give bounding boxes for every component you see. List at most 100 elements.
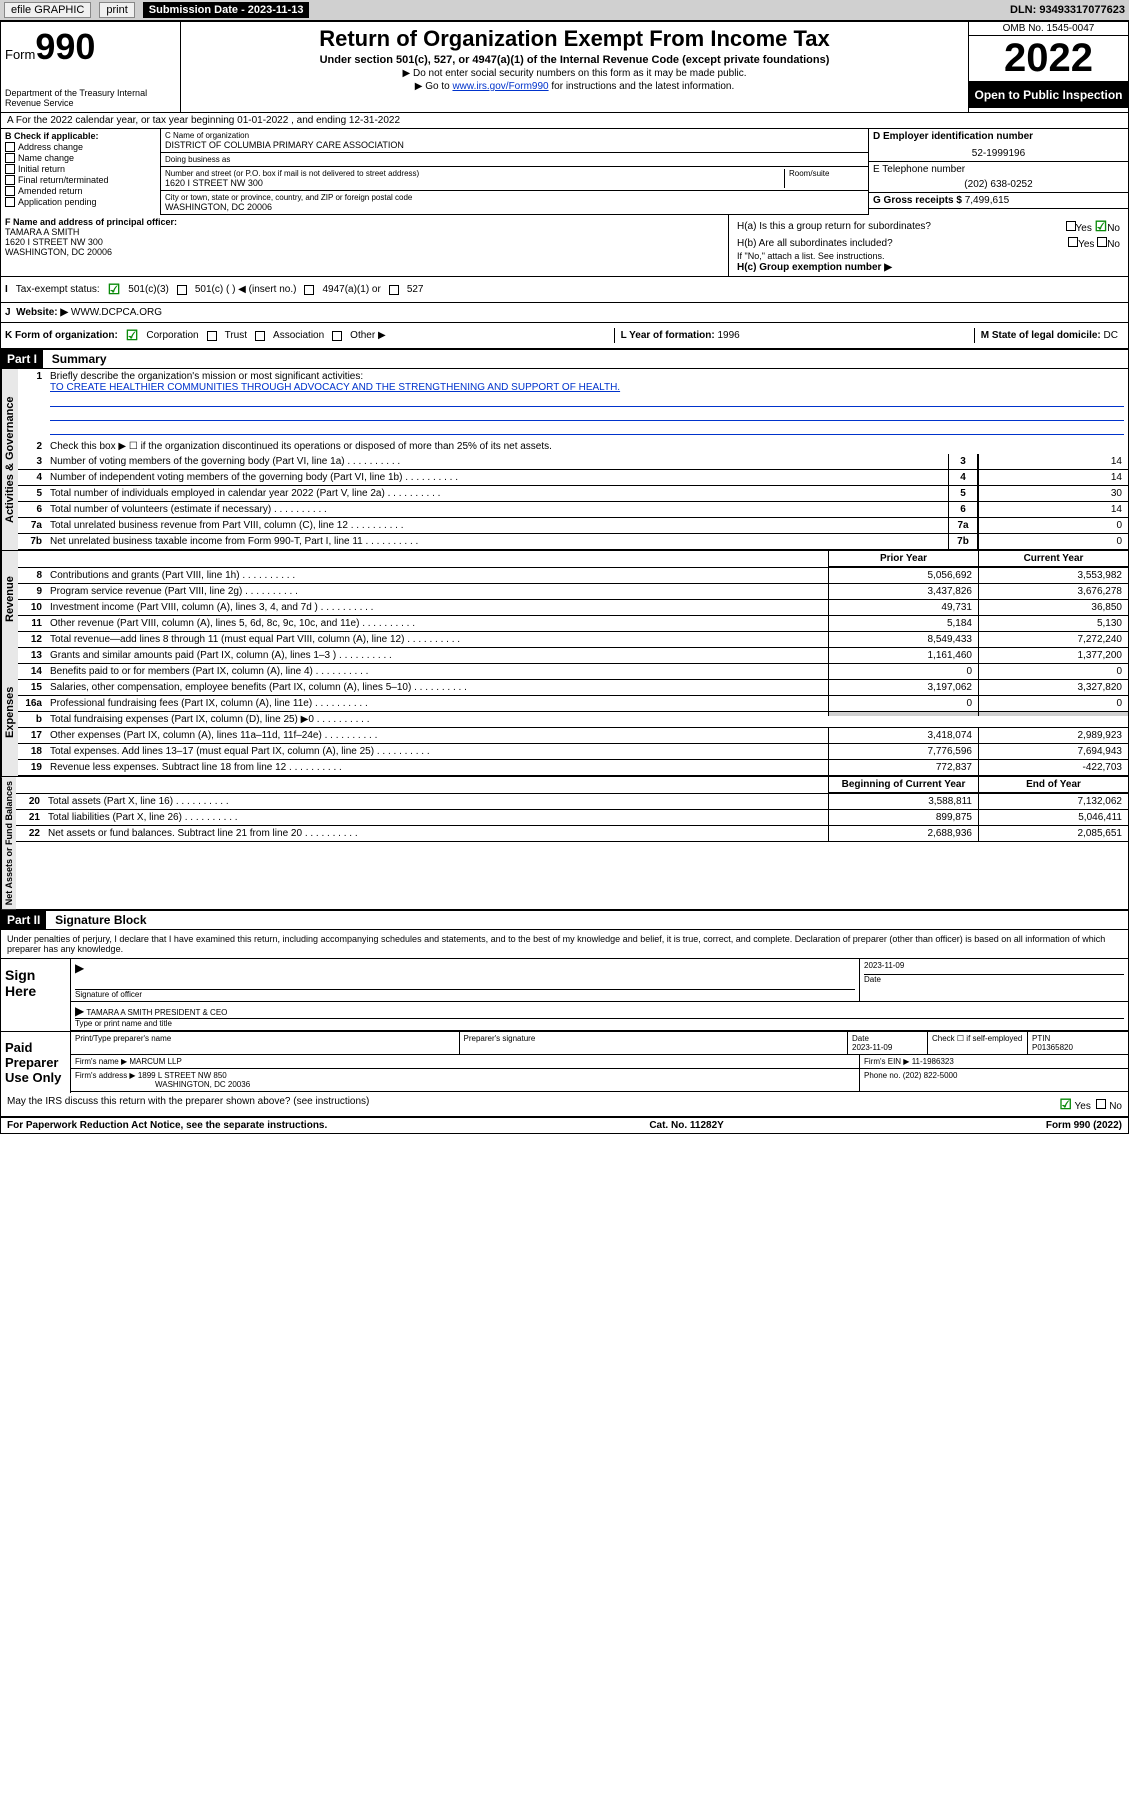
- b-checkbox[interactable]: [5, 142, 15, 152]
- b-checkbox[interactable]: [5, 164, 15, 174]
- line-text: Total expenses. Add lines 13–17 (must eq…: [46, 744, 828, 759]
- print-button[interactable]: print: [99, 2, 134, 18]
- line-text: Number of voting members of the governin…: [46, 454, 948, 469]
- opt-527: 527: [407, 284, 424, 295]
- prior-value: 8,549,433: [828, 632, 978, 647]
- c-name-label: C Name of organization: [165, 131, 864, 140]
- firm-phone-label: Phone no.: [864, 1071, 900, 1080]
- line-text: Salaries, other compensation, employee b…: [46, 680, 828, 695]
- line-text: Total revenue—add lines 8 through 11 (mu…: [46, 632, 828, 647]
- line-text: Number of independent voting members of …: [46, 470, 948, 485]
- other-checkbox[interactable]: [332, 331, 342, 341]
- officer-printed-name: TAMARA A SMITH PRESIDENT & CEO: [86, 1008, 227, 1017]
- opt-501c: 501(c) ( ) ◀ (insert no.): [195, 284, 297, 295]
- firm-ein-label: Firm's EIN ▶: [864, 1057, 909, 1066]
- prior-value: 2,688,936: [828, 826, 978, 841]
- section-b-checkboxes: B Check if applicable: Address changeNam…: [1, 129, 161, 215]
- note-link: ▶ Go to www.irs.gov/Form990 for instruct…: [189, 81, 960, 92]
- line-text: Investment income (Part VIII, column (A)…: [46, 600, 828, 615]
- line-text: Other revenue (Part VIII, column (A), li…: [46, 616, 828, 631]
- end-year-header: End of Year: [978, 777, 1128, 793]
- prior-value: 7,776,596: [828, 744, 978, 759]
- sig-date-val: 2023-11-09: [864, 961, 904, 970]
- discuss-question: May the IRS discuss this return with the…: [7, 1096, 369, 1107]
- phone-value: (202) 638-0252: [873, 179, 1124, 190]
- opt-4947: 4947(a)(1) or: [322, 284, 380, 295]
- perjury-declaration: Under penalties of perjury, I declare th…: [1, 930, 1128, 958]
- b-checkbox[interactable]: [5, 175, 15, 185]
- line-text: Total liabilities (Part X, line 26): [44, 810, 828, 825]
- line-text: Other expenses (Part IX, column (A), lin…: [46, 728, 828, 743]
- firm-addr2: WASHINGTON, DC 20036: [155, 1080, 250, 1089]
- line-text: Total number of individuals employed in …: [46, 486, 948, 501]
- hc-label: H(c) Group exemption number ▶: [737, 262, 892, 273]
- firm-phone: (202) 822-5000: [903, 1071, 958, 1080]
- current-value: 1,377,200: [978, 648, 1128, 663]
- b-checkbox[interactable]: [5, 186, 15, 196]
- arrow-icon: ▶: [75, 961, 84, 975]
- line-text: Net unrelated business taxable income fr…: [46, 534, 948, 549]
- form-title: Return of Organization Exempt From Incom…: [189, 26, 960, 52]
- line-text: Grants and similar amounts paid (Part IX…: [46, 648, 828, 663]
- hb-no-checkbox[interactable]: [1097, 237, 1107, 247]
- ha-label: H(a) Is this a group return for subordin…: [737, 221, 931, 232]
- form-id-box: Form990 Department of the Treasury Inter…: [1, 22, 181, 112]
- hb-yes-checkbox[interactable]: [1068, 237, 1078, 247]
- current-value: 3,553,982: [978, 568, 1128, 583]
- current-value: 0: [978, 696, 1128, 711]
- vert-revenue: Revenue: [1, 551, 18, 648]
- prior-value: 899,875: [828, 810, 978, 825]
- open-public-badge: Open to Public Inspection: [969, 82, 1128, 108]
- begin-year-header: Beginning of Current Year: [828, 777, 978, 793]
- section-c: C Name of organizationDISTRICT OF COLUMB…: [161, 129, 868, 215]
- current-value: 3,327,820: [978, 680, 1128, 695]
- form-subtitle: Under section 501(c), 527, or 4947(a)(1)…: [189, 54, 960, 66]
- section-deg: D Employer identification number52-19991…: [868, 129, 1128, 215]
- line-text: Program service revenue (Part VIII, line…: [46, 584, 828, 599]
- f-label: F Name and address of principal officer:: [5, 217, 724, 227]
- line-text: Total assets (Part X, line 16): [44, 794, 828, 809]
- prior-value: 3,437,826: [828, 584, 978, 599]
- prior-value: 0: [828, 664, 978, 679]
- h-note: If "No," attach a list. See instructions…: [733, 251, 1124, 261]
- hb-label: H(b) Are all subordinates included?: [737, 238, 893, 249]
- opt-4947-checkbox[interactable]: [304, 285, 314, 295]
- b-checkbox[interactable]: [5, 153, 15, 163]
- firm-name: MARCUM LLP: [129, 1057, 181, 1066]
- line2-text: Check this box ▶ ☐ if the organization d…: [46, 439, 1128, 454]
- irs-link[interactable]: www.irs.gov/Form990: [452, 81, 548, 92]
- ptin-value: P01365820: [1032, 1043, 1073, 1052]
- check-icon: ☑: [1059, 1096, 1072, 1112]
- line-text: Professional fundraising fees (Part IX, …: [46, 696, 828, 711]
- city-state-zip: WASHINGTON, DC 20006: [165, 202, 864, 212]
- current-value: 0: [978, 664, 1128, 679]
- submission-date: Submission Date - 2023-11-13: [143, 2, 310, 18]
- current-value: [978, 712, 1128, 716]
- line-value: 0: [978, 518, 1128, 533]
- discuss-no-checkbox[interactable]: [1096, 1099, 1106, 1109]
- form-990: Form990 Department of the Treasury Inter…: [0, 21, 1129, 1134]
- line-value: 14: [978, 470, 1128, 485]
- current-value: 5,130: [978, 616, 1128, 631]
- current-value: 7,132,062: [978, 794, 1128, 809]
- ptin-label: PTIN: [1032, 1034, 1050, 1043]
- section-h: H(a) Is this a group return for subordin…: [728, 215, 1128, 276]
- opt-501c-checkbox[interactable]: [177, 285, 187, 295]
- vert-expenses: Expenses: [1, 648, 18, 776]
- l-val: 1996: [718, 330, 740, 341]
- prior-value: 3,197,062: [828, 680, 978, 695]
- firm-addr1: 1899 L STREET NW 850: [138, 1071, 227, 1080]
- b-checkbox[interactable]: [5, 197, 15, 207]
- efile-button[interactable]: efile GRAPHIC: [4, 2, 91, 18]
- pra-notice: For Paperwork Reduction Act Notice, see …: [7, 1120, 327, 1131]
- form-number: 990: [35, 26, 95, 67]
- officer-name: TAMARA A SMITH: [5, 227, 724, 237]
- k-label: K Form of organization:: [5, 330, 118, 341]
- current-value: 36,850: [978, 600, 1128, 615]
- ha-yes-checkbox[interactable]: [1066, 221, 1076, 231]
- b-label: B Check if applicable:: [5, 131, 156, 141]
- trust-checkbox[interactable]: [207, 331, 217, 341]
- assoc-checkbox[interactable]: [255, 331, 265, 341]
- opt-527-checkbox[interactable]: [389, 285, 399, 295]
- gross-receipts: 7,499,615: [965, 195, 1010, 206]
